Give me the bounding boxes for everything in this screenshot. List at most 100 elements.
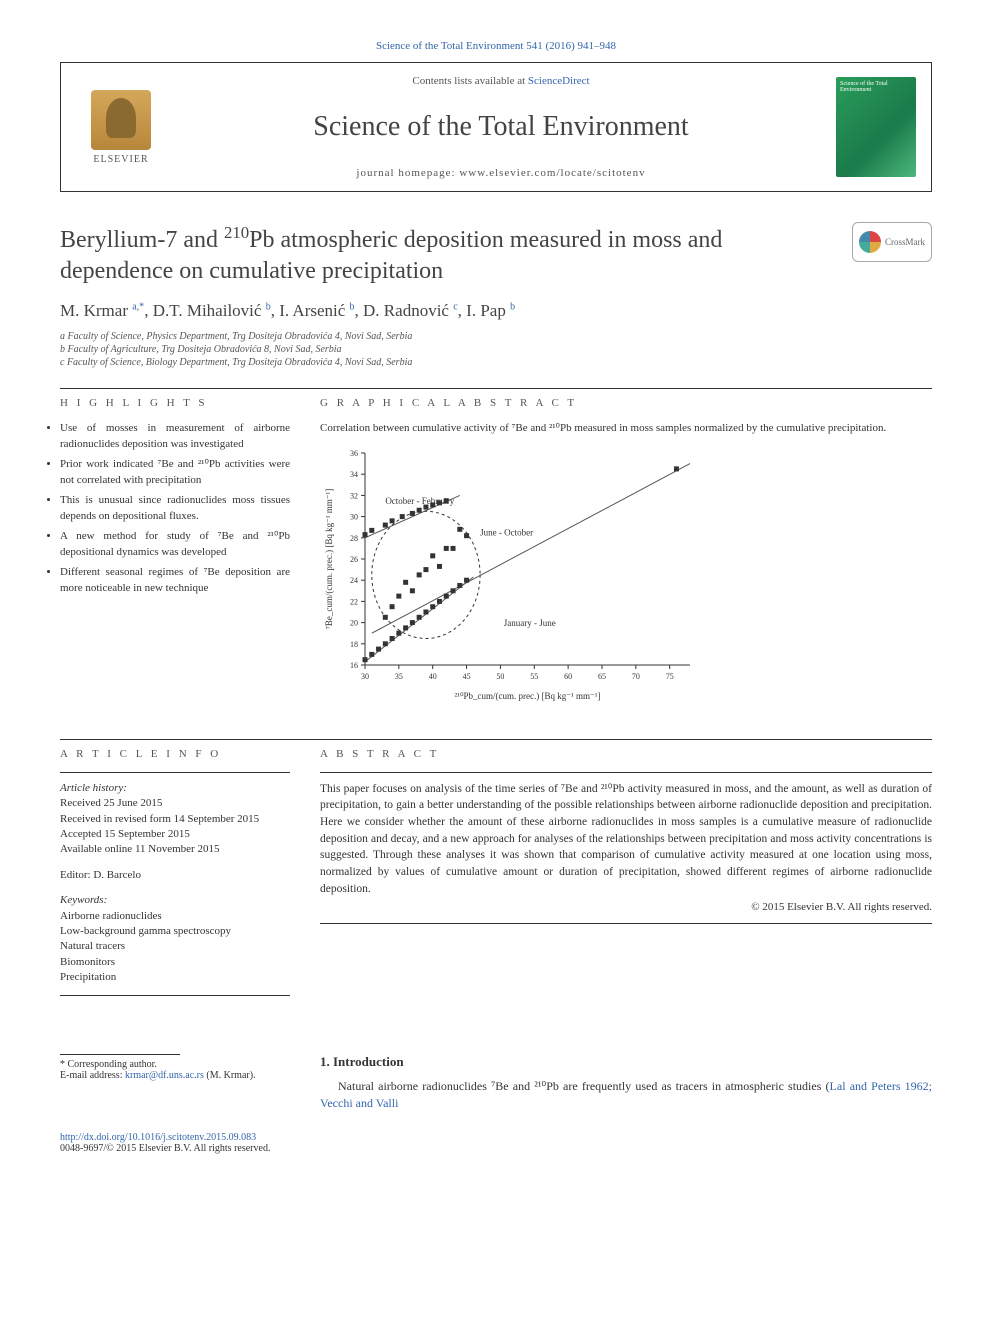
- svg-text:40: 40: [429, 672, 437, 681]
- svg-text:18: 18: [350, 640, 358, 649]
- svg-text:²¹⁰Pb_cum/(cum. prec.) [Bq kg: ²¹⁰Pb_cum/(cum. prec.) [Bq kg⁻¹ mm⁻¹]: [455, 691, 601, 701]
- svg-text:32: 32: [350, 491, 358, 500]
- email-link[interactable]: krmar@df.uns.ac.rs: [125, 1070, 204, 1081]
- journal-homepage-line: journal homepage: www.elsevier.com/locat…: [356, 167, 645, 179]
- svg-text:20: 20: [350, 618, 358, 627]
- top-citation: Science of the Total Environment 541 (20…: [60, 40, 932, 52]
- svg-text:October - February: October - February: [385, 496, 454, 506]
- introduction-text: Natural airborne radionuclides ⁷Be and ²…: [320, 1078, 932, 1112]
- crossmark-badge[interactable]: CrossMark: [852, 222, 932, 262]
- svg-text:24: 24: [350, 576, 358, 585]
- history-label: Article history:: [60, 781, 290, 796]
- svg-text:34: 34: [350, 470, 358, 479]
- highlights-heading: H I G H L I G H T S: [60, 397, 290, 409]
- article-info-heading: A R T I C L E I N F O: [60, 748, 290, 760]
- divider: [320, 772, 932, 773]
- svg-text:60: 60: [564, 672, 572, 681]
- svg-text:50: 50: [496, 672, 504, 681]
- svg-text:⁷Be_cum/(cum. prec.) [Bq kg⁻¹: ⁷Be_cum/(cum. prec.) [Bq kg⁻¹ mm⁻¹]: [324, 489, 334, 630]
- svg-text:55: 55: [530, 672, 538, 681]
- cover-text: Science of the Total Environment: [840, 81, 888, 93]
- history-line: Accepted 15 September 2015: [60, 827, 290, 842]
- affiliation-c: c Faculty of Science, Biology Department…: [60, 357, 932, 368]
- author-sup: b: [510, 302, 515, 313]
- keywords-label: Keywords:: [60, 893, 290, 908]
- publisher-name: ELSEVIER: [93, 154, 148, 165]
- history-lines: Received 25 June 2015Received in revised…: [60, 796, 290, 858]
- svg-text:30: 30: [361, 672, 369, 681]
- footnote-rule: [60, 1054, 180, 1055]
- highlight-item: Different seasonal regimes of ⁷Be deposi…: [60, 565, 290, 597]
- divider: [60, 772, 290, 773]
- homepage-prefix: journal homepage:: [356, 167, 459, 179]
- svg-text:45: 45: [463, 672, 471, 681]
- svg-text:28: 28: [350, 534, 358, 543]
- author: , D. Radnović: [355, 301, 454, 320]
- elsevier-logo: ELSEVIER: [76, 77, 166, 177]
- svg-text:26: 26: [350, 555, 358, 564]
- author-sup: a,*: [132, 302, 144, 313]
- svg-text:75: 75: [666, 672, 674, 681]
- issn-line: 0048-9697/© 2015 Elsevier B.V. All right…: [60, 1143, 932, 1154]
- graphical-abstract-chart: 30 35 40 45 50 55 60 65 70 75 16 18 20 22 24 26 28 30 32 34…: [320, 445, 700, 705]
- affiliations: a Faculty of Science, Physics Department…: [60, 331, 932, 368]
- doi-link[interactable]: http://dx.doi.org/10.1016/j.scitotenv.20…: [60, 1132, 256, 1143]
- svg-text:22: 22: [350, 597, 358, 606]
- title-sup: 210: [224, 223, 249, 242]
- editor-label: Editor:: [60, 869, 93, 881]
- highlight-item: This is unusual since radionuclides moss…: [60, 493, 290, 525]
- journal-banner: ELSEVIER Contents lists available at Sci…: [60, 62, 932, 192]
- divider: [60, 995, 290, 996]
- keywords-list: Airborne radionuclidesLow-background gam…: [60, 909, 290, 986]
- svg-text:January - June: January - June: [504, 618, 556, 628]
- keyword: Natural tracers: [60, 939, 290, 954]
- highlight-item: Use of mosses in measurement of airborne…: [60, 421, 290, 453]
- svg-text:65: 65: [598, 672, 606, 681]
- divider: [60, 739, 932, 740]
- sciencedirect-link[interactable]: ScienceDirect: [528, 75, 590, 87]
- crossmark-icon: [859, 231, 881, 253]
- intro-text-part: Natural airborne radionuclides ⁷Be and ²…: [338, 1079, 830, 1093]
- highlights-list: Use of mosses in measurement of airborne…: [60, 421, 290, 596]
- author: , I. Pap: [458, 301, 510, 320]
- abstract-heading: A B S T R A C T: [320, 748, 932, 760]
- highlight-item: A new method for study of ⁷Be and ²¹⁰Pb …: [60, 529, 290, 561]
- journal-cover-thumbnail: Science of the Total Environment: [836, 77, 916, 177]
- editor-name: D. Barcelo: [93, 869, 141, 881]
- homepage-url[interactable]: www.elsevier.com/locate/scitotenv: [459, 167, 645, 179]
- journal-name: Science of the Total Environment: [313, 111, 688, 143]
- keyword: Precipitation: [60, 970, 290, 985]
- citation-link[interactable]: Science of the Total Environment 541 (20…: [376, 40, 616, 52]
- affiliation-a: a Faculty of Science, Physics Department…: [60, 331, 932, 342]
- crossmark-label: CrossMark: [885, 237, 925, 247]
- svg-text:June - October: June - October: [480, 527, 533, 537]
- divider: [60, 388, 932, 389]
- contents-list-line: Contents lists available at ScienceDirec…: [412, 75, 589, 87]
- keyword: Low-background gamma spectroscopy: [60, 924, 290, 939]
- author: , I. Arsenić: [271, 301, 350, 320]
- article-info-block: Article history: Received 25 June 2015Re…: [60, 781, 290, 986]
- history-line: Available online 11 November 2015: [60, 842, 290, 857]
- title-part-1: Beryllium-7 and: [60, 227, 224, 253]
- authors-line: M. Krmar a,*, D.T. Mihailović b, I. Arse…: [60, 301, 932, 321]
- contents-prefix: Contents lists available at: [412, 75, 527, 87]
- graphical-abstract-heading: G R A P H I C A L A B S T R A C T: [320, 397, 932, 409]
- history-line: Received 25 June 2015: [60, 796, 290, 811]
- svg-text:70: 70: [632, 672, 640, 681]
- affiliation-b: b Faculty of Agriculture, Trg Dositeja O…: [60, 344, 932, 355]
- introduction-heading: 1. Introduction: [320, 1054, 932, 1070]
- elsevier-tree-icon: [91, 90, 151, 150]
- keyword: Airborne radionuclides: [60, 909, 290, 924]
- corresponding-author: * Corresponding author.: [60, 1059, 290, 1070]
- abstract-text: This paper focuses on analysis of the ti…: [320, 781, 932, 898]
- author: , D.T. Mihailović: [144, 301, 266, 320]
- svg-text:30: 30: [350, 512, 358, 521]
- svg-text:16: 16: [350, 661, 358, 670]
- svg-text:36: 36: [350, 449, 358, 458]
- graphical-abstract-caption: Correlation between cumulative activity …: [320, 421, 932, 436]
- divider: [320, 923, 932, 924]
- email-label: E-mail address:: [60, 1070, 125, 1081]
- copyright-line: © 2015 Elsevier B.V. All rights reserved…: [320, 901, 932, 913]
- svg-text:35: 35: [395, 672, 403, 681]
- history-line: Received in revised form 14 September 20…: [60, 812, 290, 827]
